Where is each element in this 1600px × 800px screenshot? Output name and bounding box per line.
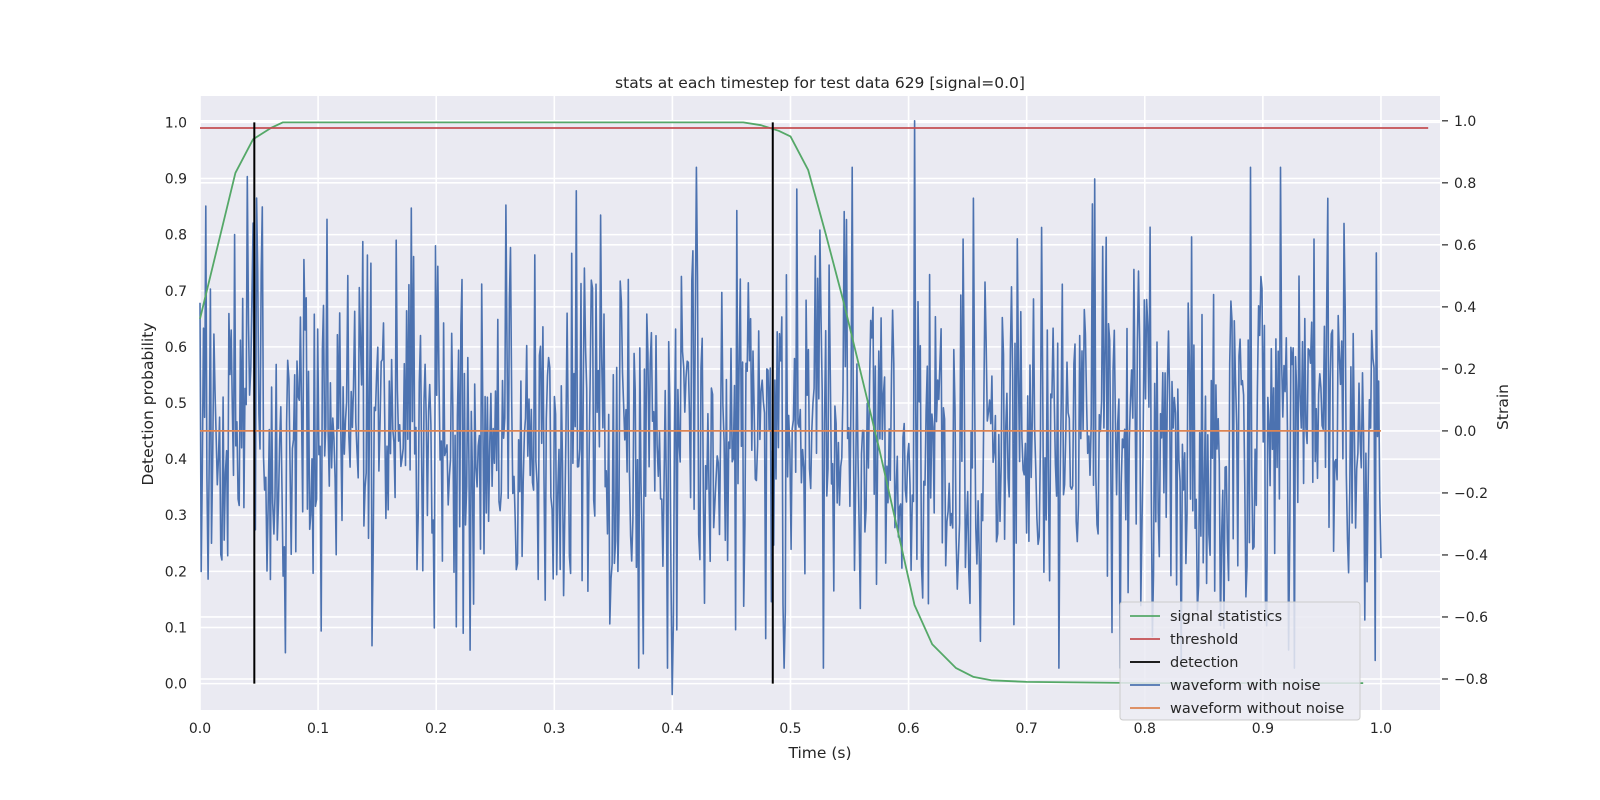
- y-left-tick-label-6: 0.6: [165, 340, 187, 356]
- y-left-tick-label-10: 1.0: [165, 115, 187, 131]
- y-left-axis-title: Detection probability: [139, 323, 157, 486]
- x-tick-label-3: 0.3: [543, 721, 565, 737]
- y-left-tick-label-4: 0.4: [165, 452, 187, 468]
- y-right-tick-label-1: −0.6: [1454, 610, 1488, 626]
- y-left-tick-label-2: 0.2: [165, 564, 187, 580]
- x-tick-label-2: 0.2: [425, 721, 447, 737]
- legend-label-waveform-with-noise: waveform with noise: [1170, 678, 1321, 694]
- y-right-axis-title: Strain: [1494, 384, 1512, 430]
- series-layer: [199, 120, 1429, 696]
- y-left-tick-label-3: 0.3: [165, 508, 187, 524]
- x-tick-label-1: 0.1: [307, 721, 329, 737]
- series-signal-statistics: [199, 121, 1364, 684]
- x-tick-label-8: 0.8: [1134, 721, 1156, 737]
- y-right-tick-label-3: −0.2: [1454, 486, 1488, 502]
- y-left-tick-label-5: 0.5: [165, 396, 187, 412]
- legend: signal statistics threshold detection wa…: [1119, 601, 1361, 721]
- legend-label-waveform-without-noise: waveform without noise: [1170, 701, 1344, 717]
- x-axis-ticks: 0.0 0.1 0.2 0.3 0.4 0.5 0.6 0.7 0.8 0.9 1.0: [189, 721, 1392, 737]
- y-right-tick-label-4: 0.0: [1454, 424, 1476, 440]
- y-right-tick-label-7: 0.6: [1454, 238, 1476, 254]
- x-tick-label-9: 0.9: [1252, 721, 1274, 737]
- chart-title: stats at each timestep for test data 629…: [615, 74, 1025, 92]
- y-left-tick-label-0: 0.0: [165, 677, 187, 693]
- y-left-tick-label-7: 0.7: [165, 284, 187, 300]
- x-tick-label-6: 0.6: [897, 721, 919, 737]
- legend-label-threshold: threshold: [1170, 632, 1238, 648]
- y-right-tick-label-5: 0.2: [1454, 362, 1476, 378]
- legend-label-detection: detection: [1170, 655, 1238, 671]
- y-left-tick-label-9: 0.9: [165, 172, 187, 188]
- y-right-axis-ticks: −0.8 −0.6 −0.4 −0.2 0.0 0.2 0.4 0.6 0.8 1.0: [1442, 114, 1488, 688]
- y-left-tick-label-8: 0.8: [165, 228, 187, 244]
- y-right-tick-label-6: 0.4: [1454, 300, 1476, 316]
- x-tick-label-4: 0.4: [661, 721, 683, 737]
- y-right-tick-label-2: −0.4: [1454, 548, 1488, 564]
- y-right-tick-label-0: −0.8: [1454, 672, 1488, 688]
- y-left-tick-label-1: 0.1: [165, 620, 187, 636]
- legend-frame: [1119, 601, 1361, 721]
- x-tick-label-0: 0.0: [189, 721, 211, 737]
- x-tick-label-10: 1.0: [1370, 721, 1392, 737]
- x-tick-label-5: 0.5: [779, 721, 801, 737]
- y-right-tick-label-8: 0.8: [1454, 176, 1476, 192]
- y-left-axis-ticks: 0.0 0.1 0.2 0.3 0.4 0.5 0.6 0.7 0.8 0.9 1.0: [165, 115, 187, 692]
- series-waveform-with-noise: [199, 120, 1382, 696]
- y-right-tick-label-9: 1.0: [1454, 114, 1476, 130]
- x-axis-title: Time (s): [787, 744, 851, 762]
- legend-label-signal-statistics: signal statistics: [1170, 609, 1282, 625]
- x-tick-label-7: 0.7: [1016, 721, 1038, 737]
